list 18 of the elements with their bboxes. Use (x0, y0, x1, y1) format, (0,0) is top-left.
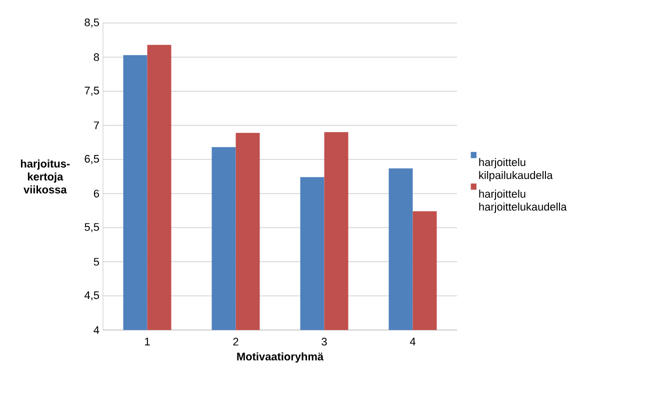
y-tick-label: 5,5 (84, 223, 100, 232)
x-tick-label: 4 (410, 338, 416, 346)
y-tick-label: 7,5 (84, 86, 100, 96)
y-tick-label: 4 (94, 326, 100, 334)
y-tick-label: 4,5 (84, 291, 100, 300)
y-tick-label: 8 (94, 53, 99, 61)
legend-label: harjoittelu harjoittelukaudella (479, 190, 567, 213)
y-axis-title: harjoitus-kertoja viikossa (20, 160, 70, 194)
y-tick-label: 6,5 (84, 154, 100, 164)
y-tick-label: 8,5 (84, 18, 100, 28)
legend-label: harjoittelu kilpailukaudella (479, 158, 553, 182)
y-tick-label: 6 (94, 190, 99, 198)
x-tick-label: 3 (322, 338, 327, 346)
x-tick-label: 1 (145, 338, 150, 346)
x-axis-title: Motivaatioryhmä (237, 352, 324, 363)
y-tick-label: 5 (94, 258, 100, 266)
x-tick-label: 2 (233, 338, 238, 346)
y-tick-label: 7 (94, 122, 99, 130)
